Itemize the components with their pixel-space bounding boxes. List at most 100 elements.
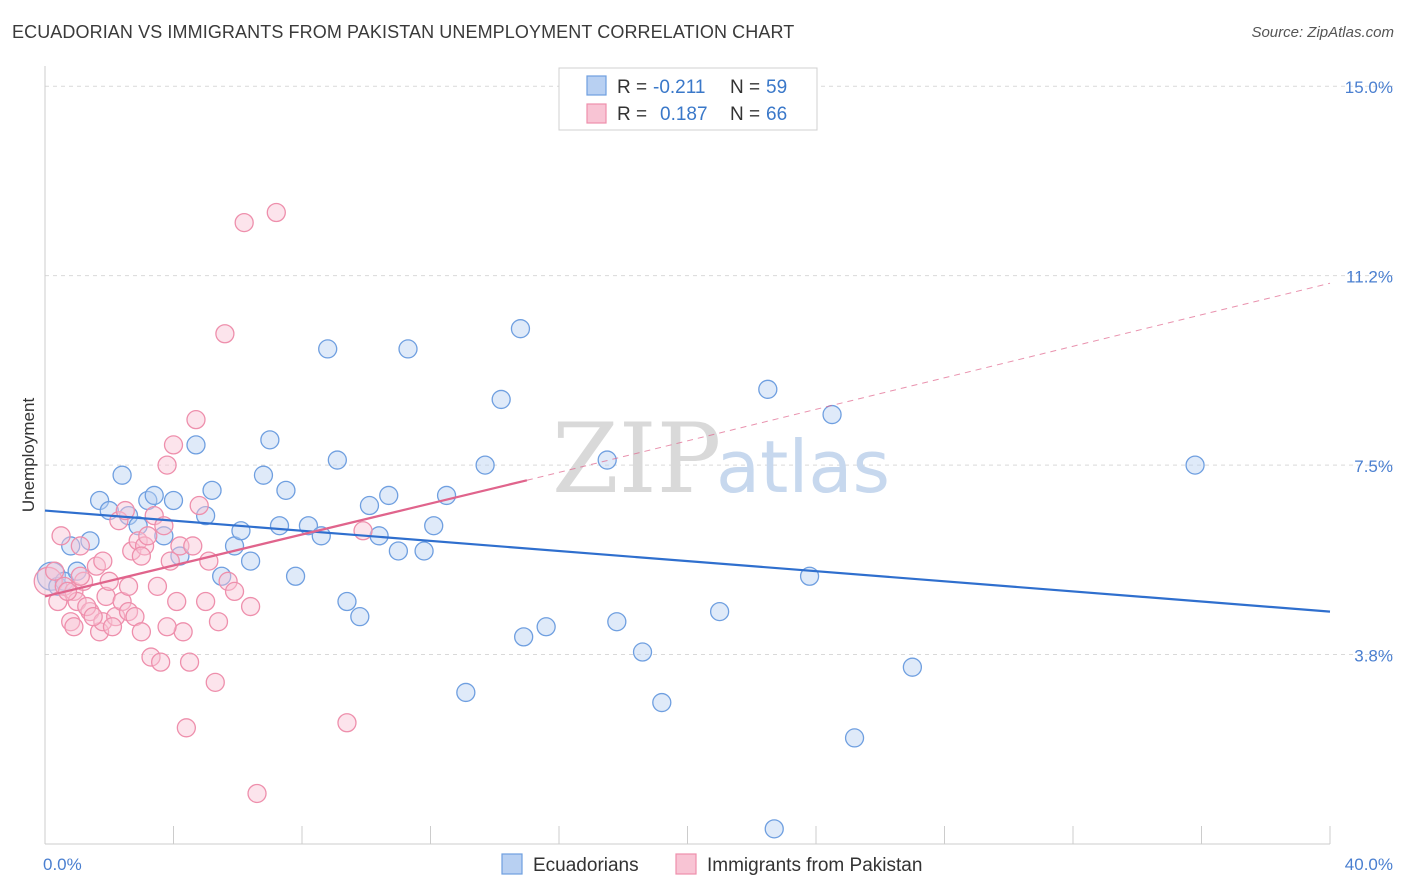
watermark-zip: ZIP (552, 403, 721, 515)
axes (44, 66, 1331, 845)
point-pakistan-58 (102, 617, 123, 637)
data-points (33, 202, 1205, 839)
point-ecuadorian-37 (388, 541, 409, 561)
legend-swatch-ecuadorians (586, 75, 607, 96)
chart-title: ECUADORIAN VS IMMIGRANTS FROM PAKISTAN U… (12, 22, 795, 42)
trend-line-pakistan (44, 479, 528, 598)
point-ecuadorian-54 (764, 819, 784, 839)
point-ecuadorian-40 (424, 516, 444, 536)
point-pakistan-57 (83, 607, 103, 627)
point-ecuadorian-12 (144, 485, 164, 506)
trend-extension-pakistan (526, 282, 1331, 481)
point-ecuadorian-34 (359, 495, 380, 516)
legend-n-value-2: 66 (766, 104, 787, 125)
point-pakistan-41 (189, 495, 209, 516)
bottom-legend: Ecuadorians Immigrants from Pakistan (501, 853, 922, 876)
point-pakistan-26 (138, 526, 158, 546)
point-ecuadorian-32 (337, 591, 357, 612)
watermark-atlas: atlas (716, 425, 890, 509)
bottom-legend-swatch-ecuadorians (501, 853, 523, 875)
point-pakistan-40 (186, 409, 206, 430)
point-ecuadorian-38 (398, 339, 418, 359)
source-credit: Source: ZipAtlas.com (1251, 24, 1394, 41)
trend-lines (44, 282, 1331, 613)
bottom-legend-swatch-pakistan (675, 853, 697, 875)
point-pakistan-47 (218, 571, 238, 591)
y-tick-label-0: 15.0% (1345, 78, 1393, 97)
point-pakistan-53 (337, 713, 357, 733)
point-pakistan-29 (147, 576, 168, 597)
point-pakistan-44 (205, 672, 225, 692)
point-ecuadorian-49 (607, 612, 627, 632)
point-pakistan-3 (51, 526, 71, 546)
point-pakistan-1 (44, 561, 65, 581)
point-ecuadorian-31 (327, 450, 347, 470)
legend-n-value-1: 59 (766, 77, 787, 98)
point-ecuadorian-56 (822, 404, 842, 425)
y-tick-label-3: 3.8% (1354, 647, 1393, 666)
point-ecuadorian-52 (709, 601, 730, 622)
point-ecuadorian-19 (212, 566, 232, 586)
point-ecuadorian-27 (285, 566, 306, 586)
point-ecuadorian-36 (379, 485, 399, 506)
x-tick-label-0: 0.0% (43, 855, 82, 874)
point-pakistan-34 (163, 435, 184, 455)
watermark: ZIP atlas (552, 403, 890, 515)
point-pakistan-51 (247, 783, 267, 804)
point-ecuadorian-44 (491, 389, 511, 410)
point-ecuadorian-25 (269, 516, 290, 536)
x-tick-label-1: 40.0% (1345, 855, 1393, 874)
point-ecuadorian-6 (89, 490, 110, 511)
point-pakistan-63 (157, 617, 177, 637)
point-pakistan-48 (224, 581, 245, 602)
legend-n-label-2: N = (730, 104, 760, 125)
point-ecuadorian-26 (276, 480, 296, 501)
point-pakistan-27 (141, 647, 161, 667)
point-ecuadorian-57 (844, 728, 865, 748)
point-pakistan-49 (234, 212, 254, 233)
point-ecuadorian-39 (414, 541, 434, 561)
point-ecuadorian-14 (163, 490, 184, 511)
bottom-legend-label-ecuadorians: Ecuadorians (533, 855, 639, 876)
point-pakistan-7 (67, 591, 87, 612)
point-pakistan-56 (77, 596, 97, 617)
point-ecuadorian-13 (154, 526, 174, 546)
legend-r-value-1: -0.211 (653, 77, 705, 98)
point-ecuadorian-53 (758, 379, 778, 399)
point-ecuadorian-46 (514, 627, 534, 647)
point-pakistan-42 (195, 591, 216, 612)
legend-r-label-1: R = (617, 77, 647, 98)
point-ecuadorian-50 (632, 642, 653, 662)
point-pakistan-30 (150, 652, 171, 672)
point-ecuadorian-45 (510, 319, 531, 339)
y-axis-title: Unemployment (19, 398, 38, 513)
point-pakistan-59 (131, 546, 152, 566)
point-ecuadorian-33 (350, 607, 370, 627)
point-pakistan-24 (131, 622, 152, 642)
point-pakistan-46 (215, 324, 235, 344)
point-pakistan-61 (64, 617, 84, 637)
legend-swatch-pakistan (586, 103, 607, 124)
legend-r-label-2: R = (617, 104, 647, 125)
point-pakistan-23 (128, 531, 148, 551)
point-pakistan-50 (240, 596, 261, 617)
point-ecuadorian-58 (902, 657, 923, 677)
point-pakistan-35 (167, 591, 187, 612)
legend-r-value-2: 0.187 (660, 104, 708, 125)
x-tick-labels: 0.0% 40.0% (43, 855, 1393, 874)
y-tick-label-2: 7.5% (1354, 457, 1393, 476)
trend-line-ecuadorians (44, 509, 1331, 613)
point-ecuadorian-23 (253, 465, 274, 485)
point-pakistan-62 (118, 576, 139, 597)
point-ecuadorian-24 (260, 430, 280, 450)
point-pakistan-8 (70, 536, 90, 556)
point-ecuadorian-42 (456, 682, 476, 703)
point-ecuadorian-17 (195, 505, 216, 526)
legend-box: R = -0.211 N = 59 R = 0.187 N = 66 (558, 67, 818, 131)
point-ecuadorian-8 (112, 465, 132, 485)
point-pakistan-11 (86, 556, 107, 576)
point-pakistan-65 (93, 551, 113, 571)
point-pakistan-60 (70, 566, 90, 586)
bottom-legend-label-pakistan: Immigrants from Pakistan (707, 855, 922, 876)
